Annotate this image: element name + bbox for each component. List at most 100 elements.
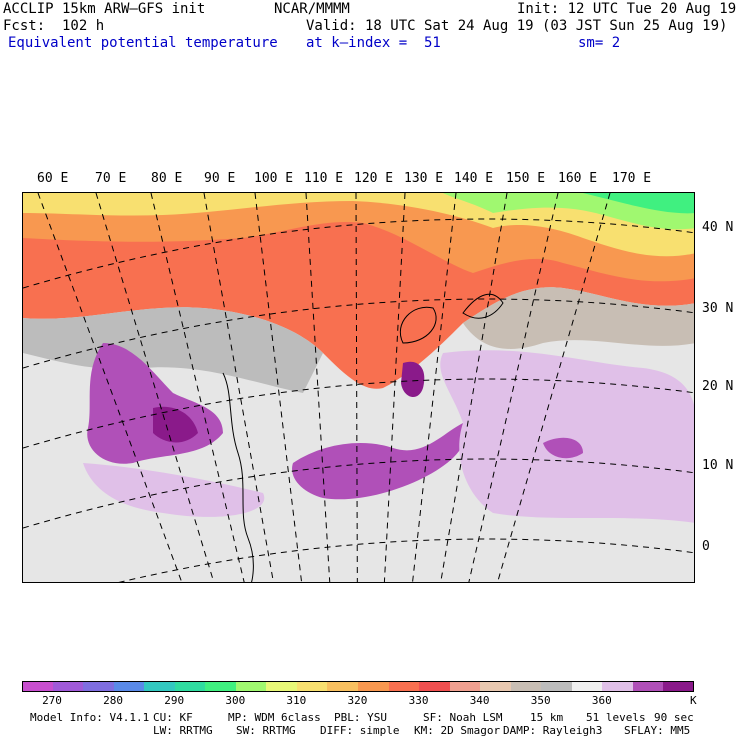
colorbar-label: 320 — [347, 694, 368, 707]
colorbar-swatch — [144, 681, 176, 692]
parallel-line — [23, 378, 694, 449]
colorbar-label: 350 — [530, 694, 551, 707]
theta-e-map — [22, 192, 695, 583]
latitude-label: 30 N — [702, 301, 734, 316]
colorbar-swatch — [388, 681, 420, 692]
longitude-label: 60 E — [37, 171, 69, 186]
colorbar-swatch — [296, 681, 328, 692]
footer-item: Model Info: V4.1.1 — [30, 711, 150, 724]
moist-region-pacific — [440, 350, 694, 523]
map-canvas — [23, 193, 694, 582]
colorbar-label: 280 — [103, 694, 124, 707]
field-name: Equivalent potential temperature — [8, 35, 278, 51]
colorbar-label: 310 — [286, 694, 307, 707]
coastline-hint — [222, 372, 254, 582]
longitude-label: 160 E — [558, 171, 598, 186]
moist-core-typhoon — [401, 361, 425, 398]
longitude-label: 150 E — [506, 171, 546, 186]
footer-item: SW: RRTMG — [236, 724, 296, 737]
colorbar-swatch — [83, 681, 115, 692]
coastline-korea — [399, 306, 437, 344]
colorbar-swatch — [510, 681, 542, 692]
colorbar-swatch — [113, 681, 145, 692]
colorbar-label: 330 — [408, 694, 429, 707]
longitude-label: 120 E — [354, 171, 394, 186]
latitude-label: 10 N — [702, 458, 734, 473]
colorbar-swatch — [358, 681, 389, 692]
colorbar-swatch — [632, 681, 664, 692]
footer-item: DAMP: Rayleigh3 — [503, 724, 603, 737]
colorbar-swatch — [541, 681, 573, 692]
coastline-japan — [462, 293, 504, 319]
footer-item: SF: Noah LSM — [423, 711, 503, 724]
footer-item: MP: WDM 6class — [228, 711, 321, 724]
colorbar-label: 290 — [164, 694, 185, 707]
meridian-line — [440, 193, 508, 582]
latitude-label: 40 N — [702, 220, 734, 235]
footer-item: PBL: YSU — [334, 711, 387, 724]
parallel-line — [23, 458, 694, 529]
warm-region-290 — [583, 193, 694, 214]
meridian-line — [468, 193, 559, 582]
longitude-label: 140 E — [454, 171, 494, 186]
colorbar-swatch — [449, 681, 481, 692]
footer-item: DIFF: simple — [320, 724, 400, 737]
gray-band-350 — [23, 307, 323, 393]
colorbar-swatch — [174, 681, 206, 692]
colorbar-swatch — [52, 681, 84, 692]
longitude-label: 90 E — [204, 171, 236, 186]
latitude-label: 20 N — [702, 379, 734, 394]
valid-time: Valid: 18 UTC Sat 24 Aug 19 (03 JST Sun … — [306, 18, 728, 34]
parallel-line — [23, 218, 694, 289]
gray-band-345 — [463, 287, 694, 349]
init-time: Init: 12 UTC Tue 20 Aug 19 — [517, 1, 737, 17]
smoothing-label: sm= 2 — [578, 35, 621, 51]
parallel-line — [23, 298, 694, 369]
warm-region-310 — [23, 193, 694, 257]
longitude-label: 100 E — [254, 171, 294, 186]
footer-item: SFLAY: MM5 — [624, 724, 691, 737]
footer-item: CU: KF — [153, 711, 193, 724]
moist-region-west-pacific — [292, 423, 466, 500]
moist-patch-east — [543, 437, 583, 459]
colorbar-label: 270 — [42, 694, 62, 707]
colorbar-unit: K — [690, 694, 697, 707]
colorbar-swatch — [602, 681, 634, 692]
colorbar-swatch — [480, 681, 512, 692]
colorbar-swatch — [205, 681, 237, 692]
meridian-line — [497, 193, 611, 582]
colorbar-label: 300 — [225, 694, 246, 707]
footer-item: KM: 2D Smagor — [414, 724, 501, 737]
footer-item: 51 levels — [586, 711, 646, 724]
colorbar-swatch — [22, 681, 53, 692]
model-title: ACCLIP 15km ARW–GFS init — [3, 1, 206, 17]
colorbar-swatch — [327, 681, 359, 692]
latitude-label: 0 — [702, 539, 710, 554]
colorbar-swatch — [266, 681, 298, 692]
longitude-label: 110 E — [304, 171, 344, 186]
meridian-line — [150, 193, 245, 582]
meridian-line — [37, 193, 183, 582]
moist-core-bay-of-bengal — [153, 406, 198, 443]
colorbar-swatch — [419, 681, 451, 692]
meridian-line — [95, 193, 215, 582]
forecast-hour: Fcst: 102 h — [3, 18, 105, 34]
colorbar-swatch — [235, 681, 267, 692]
parallel-line — [118, 538, 694, 582]
longitude-label: 170 E — [612, 171, 652, 186]
footer-item: LW: RRTMG — [153, 724, 213, 737]
colorbar-swatch — [571, 681, 603, 692]
level-label: at k–index = 51 — [306, 35, 441, 51]
graticule — [23, 193, 694, 582]
longitude-label: 70 E — [95, 171, 127, 186]
colorbar-frame — [22, 681, 694, 692]
longitude-label: 130 E — [404, 171, 444, 186]
meridian-line — [203, 193, 274, 582]
center-label: NCAR/MMMM — [274, 1, 350, 17]
footer-item: 90 sec — [654, 711, 694, 724]
longitude-label: 80 E — [151, 171, 183, 186]
footer-item: 15 km — [530, 711, 564, 724]
colorbar-label: 340 — [469, 694, 490, 707]
colorbar-label: 360 — [591, 694, 612, 707]
colorbar-swatch — [663, 681, 695, 692]
